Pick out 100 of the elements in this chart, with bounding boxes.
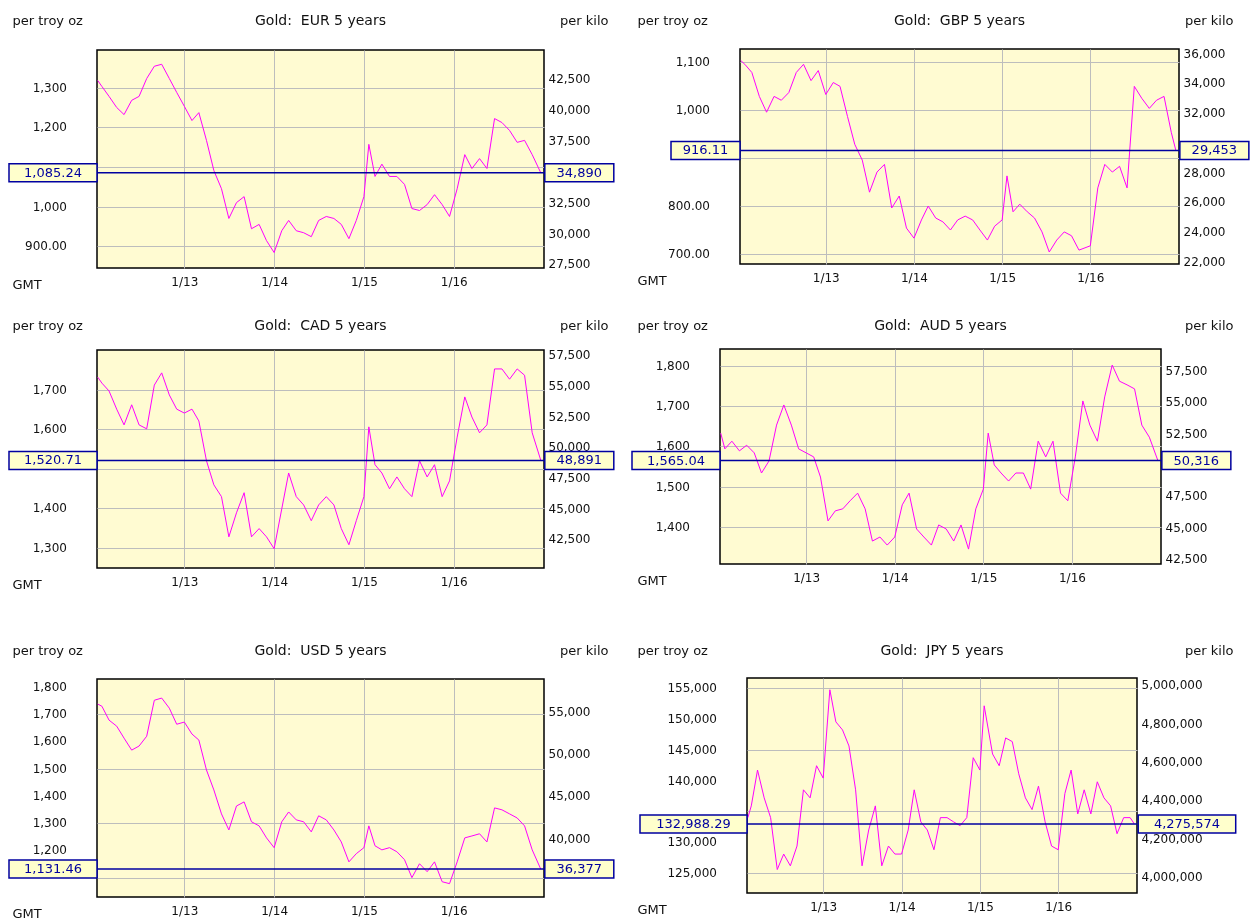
y2-tick-label: 57,500 <box>548 348 591 363</box>
x-tick-label: 1/13 <box>812 270 840 285</box>
y2-tick-label: 42,500 <box>548 72 591 87</box>
y2-axis-title: per kilo <box>1185 317 1234 333</box>
y-tick-label: 125,000 <box>667 866 717 881</box>
y-tick-label: 130,000 <box>667 835 717 850</box>
x-tick-label: 1/13 <box>171 274 199 289</box>
y2-tick-label: 57,500 <box>1165 364 1208 379</box>
annotation: 4,275,574 <box>1153 815 1221 831</box>
y-tick-label: 1,000 <box>32 199 67 214</box>
x-tick-label: 1/14 <box>888 899 916 914</box>
x-axis-title: GMT <box>637 272 667 288</box>
annotation: 34,890 <box>556 164 603 180</box>
y2-tick-label: 34,000 <box>1183 76 1226 91</box>
x-axis-title: GMT <box>12 905 42 921</box>
x-tick-label: 1/16 <box>1058 570 1086 585</box>
y2-tick-label: 55,000 <box>548 379 591 394</box>
annotation: 50,316 <box>1173 452 1220 468</box>
y2-tick-label: 30,000 <box>548 226 591 241</box>
y2-tick-label: 32,000 <box>1183 106 1226 121</box>
x-tick-label: 1/15 <box>350 903 378 918</box>
chart-title: Gold: AUD 5 years <box>874 317 1007 333</box>
y2-axis-title: per kilo <box>1185 12 1234 28</box>
y2-tick-label: 24,000 <box>1183 225 1226 240</box>
x-tick-label: 1/16 <box>1077 270 1105 285</box>
x-tick-label: 1/14 <box>900 270 928 285</box>
y2-tick-label: 28,000 <box>1183 165 1226 180</box>
y2-tick-label: 52,500 <box>548 409 591 424</box>
x-tick-label: 1/16 <box>440 574 468 589</box>
y2-tick-label: 4,000,000 <box>1141 870 1203 885</box>
y-axis-title: per troy oz <box>637 12 709 28</box>
y-tick-label: 1,000 <box>675 103 710 118</box>
x-tick-label: 1/14 <box>261 574 289 589</box>
x-tick-label: 1/15 <box>989 270 1017 285</box>
x-tick-label: 1/15 <box>350 274 378 289</box>
line-series <box>97 697 542 885</box>
y-tick-label: 1,800 <box>32 679 67 694</box>
x-tick-label: 1/13 <box>810 899 838 914</box>
y2-tick-label: 45,000 <box>548 789 591 804</box>
y-tick-label: 1,400 <box>655 519 690 534</box>
chart-title: Gold: GBP 5 years <box>893 12 1026 28</box>
x-axis-title: GMT <box>12 576 42 592</box>
annotation: 36,377 <box>556 861 603 877</box>
y-tick-label: 900.00 <box>25 239 67 254</box>
y2-tick-label: 22,000 <box>1183 254 1226 269</box>
x-tick-label: 1/16 <box>440 274 468 289</box>
y2-tick-label: 40,000 <box>548 831 591 846</box>
line-series <box>740 59 1177 253</box>
y-tick-label: 1,400 <box>32 788 67 803</box>
line-series <box>720 364 1159 550</box>
x-tick-label: 1/15 <box>970 570 998 585</box>
y-tick-label: 1,100 <box>675 55 710 70</box>
x-axis-title: GMT <box>637 572 667 588</box>
x-tick-label: 1/16 <box>440 903 468 918</box>
y-tick-label: 1,600 <box>32 422 67 437</box>
y-tick-label: 700.00 <box>668 246 710 261</box>
y2-tick-label: 26,000 <box>1183 195 1226 210</box>
y2-tick-label: 50,000 <box>548 747 591 762</box>
x-tick-label: 1/13 <box>171 574 199 589</box>
y2-tick-label: 52,500 <box>1165 426 1208 441</box>
y-axis-title: per troy oz <box>637 317 709 333</box>
y2-axis-title: per kilo <box>560 12 609 28</box>
x-tick-label: 1/14 <box>261 903 289 918</box>
y-tick-label: 1,300 <box>32 80 67 95</box>
x-axis-title: GMT <box>12 276 42 292</box>
y2-tick-label: 32,500 <box>548 195 591 210</box>
y-tick-label: 145,000 <box>667 742 717 757</box>
y2-axis-title: per kilo <box>560 317 609 333</box>
ref-line-label: 1,131.46 <box>24 861 82 877</box>
y-tick-label: 150,000 <box>667 711 717 726</box>
chart-title: Gold: USD 5 years <box>254 642 387 658</box>
y-tick-label: 800.00 <box>668 199 710 214</box>
y2-tick-label: 47,500 <box>548 471 591 486</box>
y-axis-title: per troy oz <box>12 12 84 28</box>
y2-tick-label: 40,000 <box>548 103 591 118</box>
x-tick-label: 1/15 <box>966 899 994 914</box>
ref-line-label: 132,988.29 <box>656 815 731 831</box>
x-tick-label: 1/13 <box>171 903 199 918</box>
y2-tick-label: 55,000 <box>1165 395 1208 410</box>
y-tick-label: 155,000 <box>667 680 717 695</box>
y-tick-label: 1,600 <box>32 734 67 749</box>
annotation: 48,891 <box>556 452 603 468</box>
y-tick-label: 1,500 <box>655 479 690 494</box>
y2-tick-label: 4,800,000 <box>1141 716 1203 731</box>
ref-line-label: 1,520.71 <box>24 452 82 468</box>
y2-tick-label: 45,000 <box>1165 520 1208 535</box>
x-tick-label: 1/14 <box>881 570 909 585</box>
y2-tick-label: 47,500 <box>1165 489 1208 504</box>
y2-tick-label: 50,000 <box>548 440 591 455</box>
chart-title: Gold: EUR 5 years <box>255 12 386 28</box>
annotation: 29,453 <box>1191 142 1238 158</box>
y2-tick-label: 36,000 <box>1183 46 1226 61</box>
x-tick-label: 1/16 <box>1045 899 1073 914</box>
line-series <box>97 368 542 550</box>
y-tick-label: 1,300 <box>32 540 67 555</box>
y2-tick-label: 42,500 <box>1165 551 1208 566</box>
y-tick-label: 1,200 <box>32 120 67 135</box>
y-tick-label: 1,300 <box>32 816 67 831</box>
y-tick-label: 140,000 <box>667 773 717 788</box>
ref-line-label: 1,085.24 <box>24 164 82 180</box>
